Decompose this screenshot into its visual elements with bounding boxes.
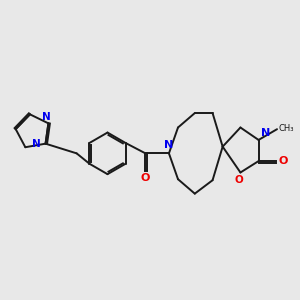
Text: N: N [164, 140, 174, 150]
Text: N: N [261, 128, 270, 138]
Text: N: N [32, 139, 41, 149]
Text: O: O [235, 175, 244, 185]
Text: O: O [141, 173, 150, 184]
Text: O: O [278, 156, 287, 166]
Text: CH₃: CH₃ [278, 124, 294, 133]
Text: N: N [42, 112, 51, 122]
